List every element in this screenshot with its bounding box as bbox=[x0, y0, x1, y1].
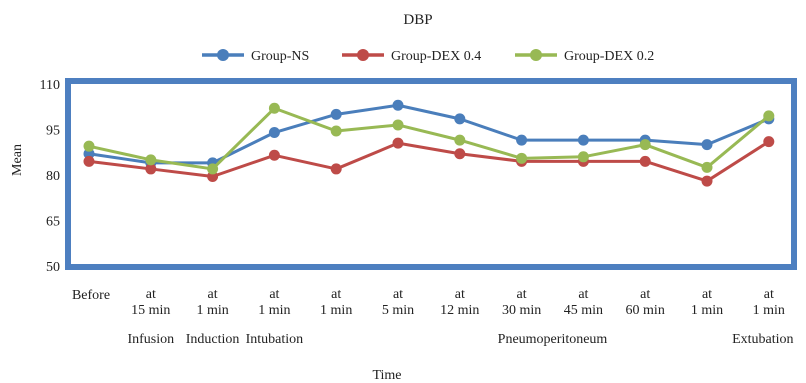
legend-marker bbox=[217, 49, 229, 61]
y-tick-label: 65 bbox=[46, 215, 60, 230]
data-point bbox=[392, 99, 404, 111]
x-tick-label: at 60 min bbox=[626, 287, 665, 318]
data-point bbox=[577, 151, 589, 163]
x-tick-label: at 12 min bbox=[440, 287, 479, 318]
data-point bbox=[639, 155, 651, 167]
data-point bbox=[763, 110, 775, 122]
x-tick-label-line: at bbox=[578, 287, 588, 302]
x-tick-label: at 1 min bbox=[258, 287, 290, 318]
y-tick-label: 80 bbox=[46, 169, 60, 184]
series-layer bbox=[83, 99, 775, 187]
x-tick-label-line: at bbox=[517, 287, 527, 302]
data-point bbox=[330, 108, 342, 120]
data-point bbox=[83, 155, 95, 167]
data-point bbox=[268, 102, 280, 114]
data-point bbox=[207, 163, 219, 175]
phase-label: Induction bbox=[186, 332, 240, 347]
data-point bbox=[268, 127, 280, 139]
legend-label: Group-NS bbox=[251, 49, 309, 64]
x-tick-label: at 1 min bbox=[691, 287, 723, 318]
chart-title: DBP bbox=[403, 12, 432, 28]
data-point bbox=[577, 134, 589, 146]
phase-labels: Infusion Induction Intubation Pneumoperiton… bbox=[127, 332, 793, 347]
data-point bbox=[454, 113, 466, 125]
series-line bbox=[88, 140, 770, 183]
phase-label: Intubation bbox=[246, 332, 304, 347]
x-tick-label: Before bbox=[72, 288, 110, 303]
data-point bbox=[763, 136, 775, 148]
y-axis-label: Mean bbox=[10, 144, 25, 176]
x-tick-label: at 45 min bbox=[564, 287, 603, 318]
legend-label: Group-DEX 0.2 bbox=[564, 49, 654, 64]
phase-label: Pneumoperitoneum bbox=[498, 332, 608, 347]
series-group-dex-0-2 bbox=[83, 102, 775, 175]
phase-label: Infusion bbox=[127, 332, 174, 347]
data-point bbox=[392, 137, 404, 149]
data-point bbox=[701, 175, 713, 187]
data-point bbox=[516, 134, 528, 146]
x-tick-label-line: 30 min bbox=[502, 303, 541, 318]
x-tick-label-line: 15 min bbox=[131, 303, 170, 318]
data-point bbox=[392, 119, 404, 131]
x-tick-label-line: at bbox=[146, 287, 156, 302]
series-group-dex-0-4 bbox=[83, 136, 775, 187]
data-point bbox=[145, 154, 157, 166]
chart-legend: Group-NS Group-DEX 0.4 Group-DEX 0.2 bbox=[202, 49, 654, 64]
x-tick-label-line: 45 min bbox=[564, 303, 603, 318]
data-point bbox=[268, 149, 280, 161]
x-tick-label: at 1 min bbox=[196, 287, 228, 318]
x-tick-label-line: at bbox=[269, 287, 279, 302]
x-tick-label-line: at bbox=[393, 287, 403, 302]
x-tick-label-line: at bbox=[331, 287, 341, 302]
data-point bbox=[330, 125, 342, 137]
x-tick-label-line: at bbox=[764, 287, 774, 302]
x-tick-label-line: 1 min bbox=[753, 303, 785, 318]
x-tick-label-line: 1 min bbox=[196, 303, 228, 318]
x-tick-label-line: 1 min bbox=[691, 303, 723, 318]
x-tick-label-line: at bbox=[702, 287, 712, 302]
phase-label: Extubation bbox=[732, 332, 793, 347]
data-point bbox=[145, 163, 157, 175]
x-tick-label-line: 1 min bbox=[320, 303, 352, 318]
y-tick-label: 95 bbox=[46, 124, 60, 139]
data-point bbox=[454, 134, 466, 146]
data-point bbox=[207, 171, 219, 183]
x-tick-label-line: 60 min bbox=[626, 303, 665, 318]
x-tick-label: at 30 min bbox=[502, 287, 541, 318]
x-tick-label-line: at bbox=[455, 287, 465, 302]
series-line bbox=[88, 103, 770, 165]
legend-marker bbox=[530, 49, 542, 61]
y-tick-label: 110 bbox=[40, 78, 60, 93]
x-tick-label-line: 12 min bbox=[440, 303, 479, 318]
data-point bbox=[701, 139, 713, 151]
x-axis-label: Time bbox=[372, 368, 401, 383]
y-axis-ticks: 50 65 80 95 110 bbox=[40, 78, 60, 275]
data-point bbox=[83, 140, 95, 152]
x-tick-label-line: at bbox=[640, 287, 650, 302]
data-point bbox=[701, 161, 713, 173]
x-tick-label: at 1 min bbox=[320, 287, 352, 318]
data-point bbox=[516, 152, 528, 164]
series-line bbox=[88, 106, 770, 171]
x-tick-label-line: 5 min bbox=[382, 303, 414, 318]
legend-marker bbox=[357, 49, 369, 61]
plot-area-frame bbox=[65, 78, 797, 270]
x-tick-label: at 5 min bbox=[382, 287, 414, 318]
data-point bbox=[454, 148, 466, 160]
x-tick-label-line: 1 min bbox=[258, 303, 290, 318]
x-tick-label: at 15 min bbox=[131, 287, 170, 318]
data-point bbox=[639, 139, 651, 151]
data-point bbox=[330, 163, 342, 175]
x-tick-label-line: at bbox=[208, 287, 218, 302]
y-tick-label: 50 bbox=[46, 260, 60, 275]
data-point bbox=[83, 148, 95, 160]
legend-label: Group-DEX 0.4 bbox=[391, 49, 481, 64]
x-tick-label: at 1 min bbox=[753, 287, 785, 318]
